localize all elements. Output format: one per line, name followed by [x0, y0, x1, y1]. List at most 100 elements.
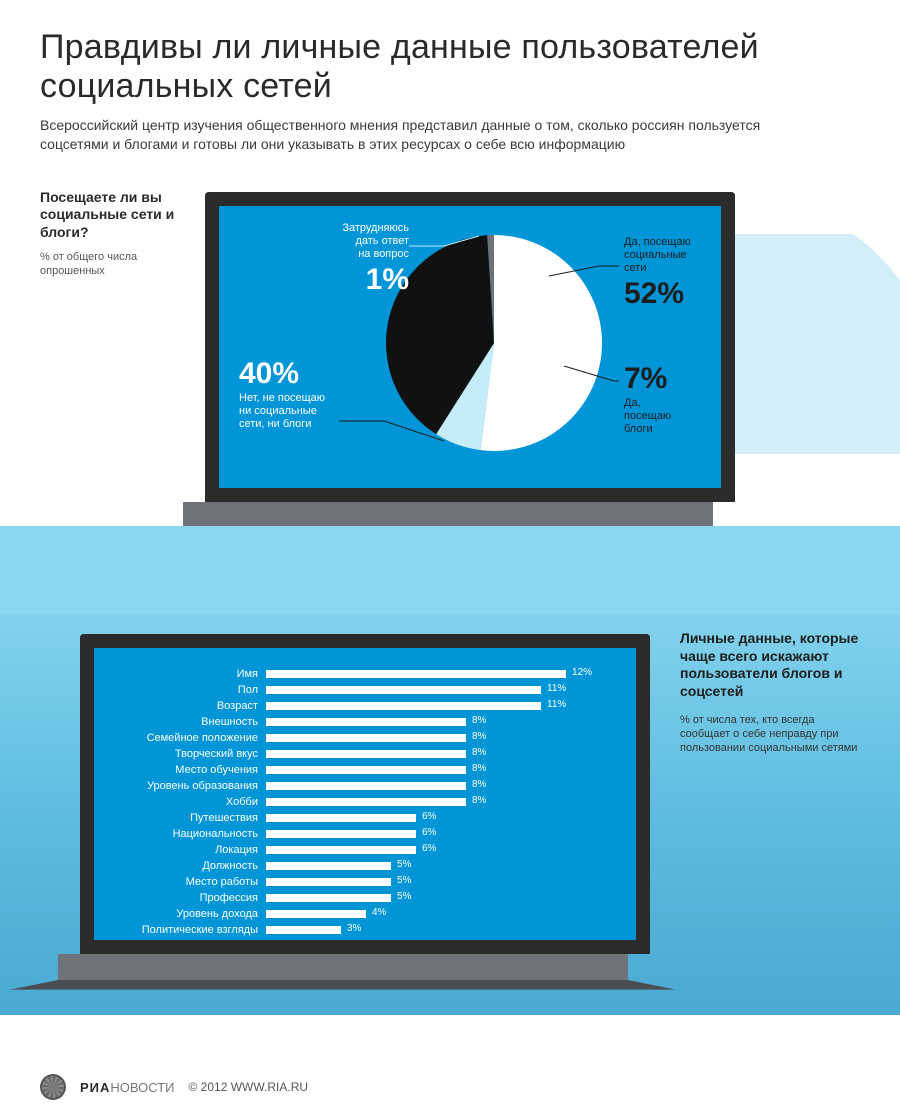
bar-value: 5% [397, 859, 411, 870]
laptop-1-screen: Затрудняюсь дать ответ на вопрос 1% 40% … [219, 206, 721, 488]
bar-row: Должность 5% [116, 858, 616, 873]
bar-label: Возраст [116, 700, 266, 712]
bar-row: Политические взгляды3% [116, 922, 616, 937]
pie-annotations: Затрудняюсь дать ответ на вопрос 1% 40% … [219, 206, 721, 488]
bar-fill [266, 766, 466, 774]
section-bars: Личные данные, которые чаще всего искажа… [0, 570, 900, 1015]
bar-track: 8% [266, 750, 616, 758]
bar-row: Уровень дохода 4% [116, 906, 616, 921]
bar-track: 3% [266, 926, 616, 934]
bar-fill [266, 894, 391, 902]
bar-value: 12% [572, 667, 592, 678]
laptop-2-base [58, 954, 628, 980]
bar-chart: Имя12%Пол11%Возраст11%Внешность8%Семейно… [116, 666, 616, 938]
anno-40: 40% Нет, не посещаю ни социальные сети, … [239, 356, 369, 432]
laptop-2: Имя12%Пол11%Возраст11%Внешность8%Семейно… [80, 634, 650, 980]
bar-fill [266, 750, 466, 758]
bar-row: Хобби 8% [116, 794, 616, 809]
bar-track: 8% [266, 782, 616, 790]
bar-track: 5% [266, 862, 616, 870]
bar-value: 6% [422, 811, 436, 822]
bar-track: 6% [266, 814, 616, 822]
bar-track: 12% [266, 670, 616, 678]
bar-label: Место работы [116, 876, 266, 888]
bar-fill [266, 926, 341, 934]
bar-value: 5% [397, 875, 411, 886]
bar-label: Путешествия [116, 812, 266, 824]
bar-row: Внешность 8% [116, 714, 616, 729]
bar-label: Творческий вкус [116, 748, 266, 760]
bar-fill [266, 782, 466, 790]
bar-value: 8% [472, 795, 486, 806]
laptop-2-screen: Имя12%Пол11%Возраст11%Внешность8%Семейно… [94, 648, 636, 940]
bar-label: Внешность [116, 716, 266, 728]
bar-track: 11% [266, 702, 616, 710]
bar-track: 6% [266, 830, 616, 838]
bar-track: 6% [266, 846, 616, 854]
question-1: Посещаете ли вы социальные сети и блоги?… [40, 189, 190, 279]
bar-track: 8% [266, 766, 616, 774]
bar-fill [266, 814, 416, 822]
bar-fill [266, 846, 416, 854]
bar-track: 4% [266, 910, 616, 918]
bar-row: Уровень образования 8% [116, 778, 616, 793]
globe-icon [40, 1074, 66, 1100]
anno-52: Да, посещаю социальные сети 52% [624, 236, 744, 312]
footer: РИАНОВОСТИ © 2012 WWW.RIA.RU [0, 1048, 900, 1110]
bar-row: Локация 6% [116, 842, 616, 857]
bar-value: 6% [422, 843, 436, 854]
bar-value: 3% [347, 923, 361, 934]
bar-value: 5% [397, 891, 411, 902]
bar-value: 8% [472, 731, 486, 742]
bar-fill [266, 798, 466, 806]
bar-label: Локация [116, 844, 266, 856]
bar-fill [266, 910, 366, 918]
bar-value: 8% [472, 715, 486, 726]
bar-label: Уровень дохода [116, 908, 266, 920]
bar-row: Пол 11% [116, 682, 616, 697]
anno-7: 7% Да, посещаю блоги [624, 361, 744, 437]
question-2: Личные данные, которые чаще всего искажа… [680, 630, 860, 755]
laptop-1-bezel: Затрудняюсь дать ответ на вопрос 1% 40% … [205, 192, 735, 502]
bar-track: 8% [266, 718, 616, 726]
page-subtitle: Всероссийский центр изучения общественно… [40, 116, 830, 154]
bar-row: Возраст 11% [116, 698, 616, 713]
bar-label: Национальность [116, 828, 266, 840]
bar-track: 8% [266, 734, 616, 742]
bar-value: 4% [372, 907, 386, 918]
bar-row: Национальность 6% [116, 826, 616, 841]
bar-fill [266, 686, 541, 694]
bar-row: Профессия5% [116, 890, 616, 905]
bar-fill [266, 702, 541, 710]
bar-value: 11% [547, 683, 566, 694]
bar-track: 5% [266, 878, 616, 886]
bar-row: Место обучения8% [116, 762, 616, 777]
question-2-caption: % от числа тех, кто всегда сообщает о се… [680, 714, 860, 755]
bar-row: Имя12% [116, 666, 616, 681]
bar-label: Семейное положение [116, 732, 266, 744]
copyright: © 2012 WWW.RIA.RU [189, 1080, 309, 1094]
bar-track: 11% [266, 686, 616, 694]
bar-row: Путешествия 6% [116, 810, 616, 825]
bar-label: Должность [116, 860, 266, 872]
question-1-caption: % от общего числа опрошенных [40, 251, 190, 279]
bar-value: 8% [472, 763, 486, 774]
bar-label: Пол [116, 684, 266, 696]
bar-value: 8% [472, 779, 486, 790]
page-title: Правдивы ли личные данные пользователей … [40, 28, 860, 106]
bar-label: Хобби [116, 796, 266, 808]
bar-value: 6% [422, 827, 436, 838]
bar-row: Творческий вкус 8% [116, 746, 616, 761]
bar-fill [266, 862, 391, 870]
laptop-1-base [183, 502, 713, 528]
question-2-text: Личные данные, которые чаще всего искажа… [680, 630, 860, 700]
bar-value: 11% [547, 699, 566, 710]
brand-logo: РИАНОВОСТИ [80, 1080, 175, 1095]
bar-row: Семейное положение 8% [116, 730, 616, 745]
anno-1: Затрудняюсь дать ответ на вопрос 1% [279, 222, 409, 298]
bar-row: Место работы 5% [116, 874, 616, 889]
bar-label: Уровень образования [116, 780, 266, 792]
bar-fill [266, 878, 391, 886]
laptop-2-bezel: Имя12%Пол11%Возраст11%Внешность8%Семейно… [80, 634, 650, 954]
bar-value: 8% [472, 747, 486, 758]
